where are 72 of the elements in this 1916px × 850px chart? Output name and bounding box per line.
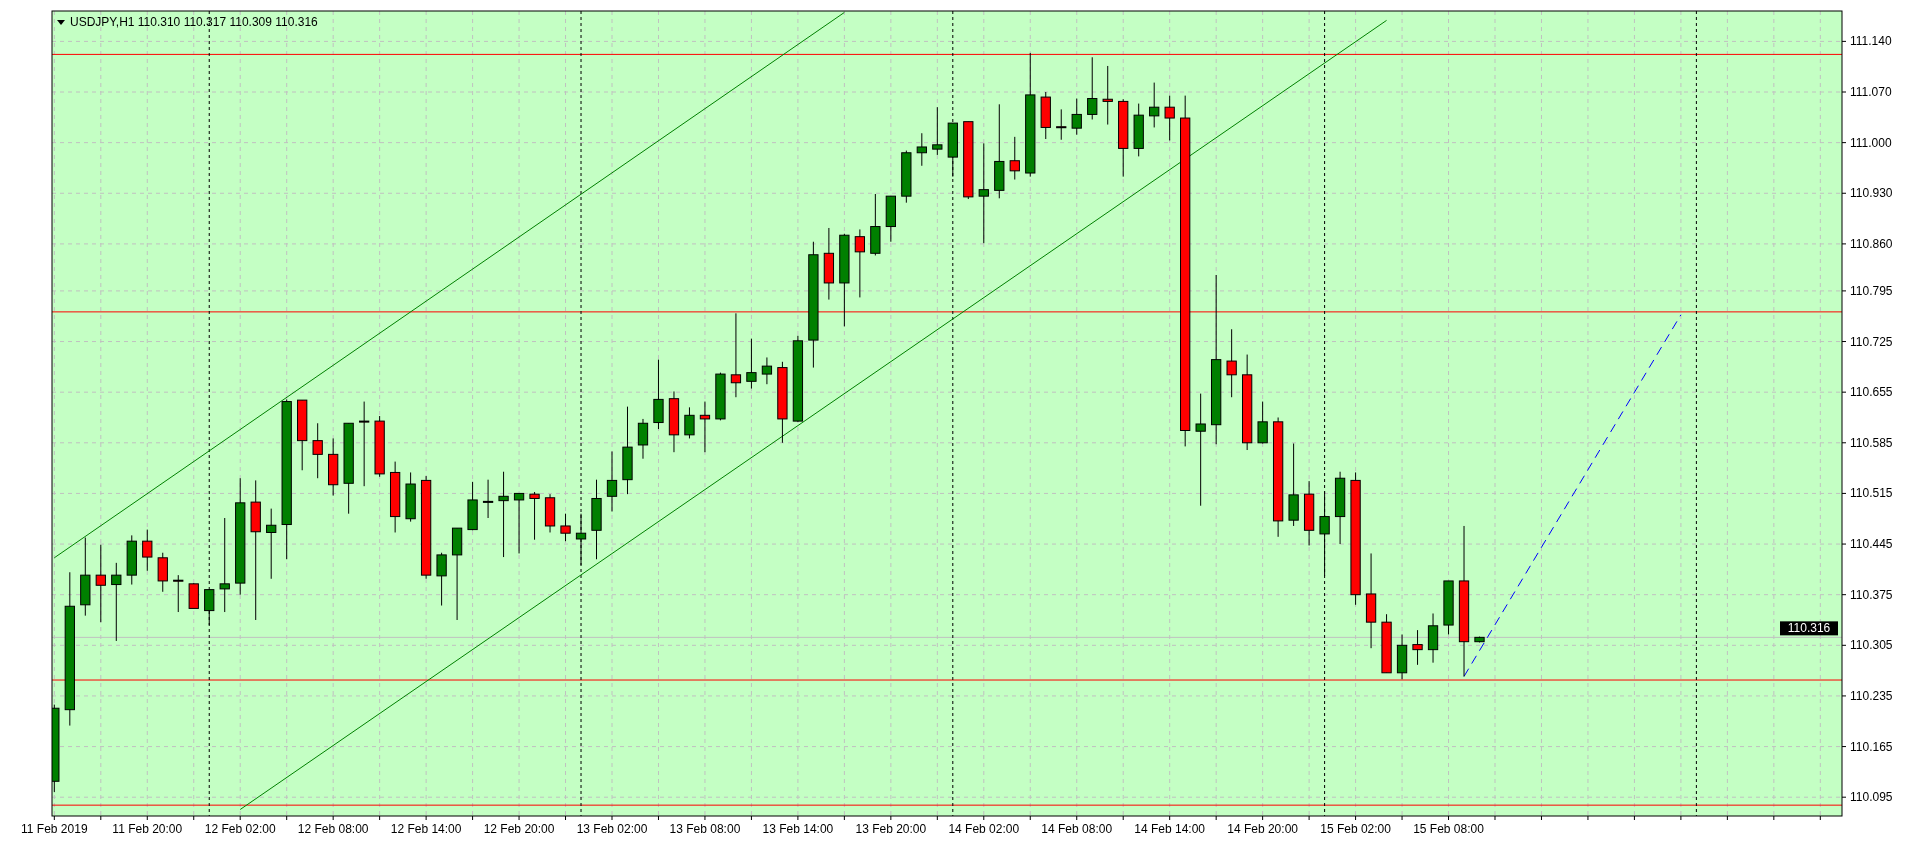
y-tick-label: 110.795 [1850, 283, 1893, 298]
candlestick [1257, 401, 1268, 445]
y-tick-label: 110.585 [1850, 435, 1893, 450]
y-tick-label: 110.860 [1850, 236, 1893, 251]
x-tick-label: 13 Feb 08:00 [669, 822, 741, 836]
x-tick-label: 12 Feb 08:00 [297, 822, 369, 836]
candlestick [746, 338, 757, 390]
y-tick-label: 110.235 [1850, 688, 1893, 703]
candlestick [637, 418, 649, 460]
candlestick [111, 562, 122, 642]
candlestick [1412, 629, 1423, 666]
ref-line-label: 110.316 [1787, 621, 1831, 636]
candlestick [1102, 65, 1113, 126]
x-tick-label: 11 Feb 20:00 [112, 822, 183, 836]
candlestick [653, 359, 664, 430]
x-tick-label: 12 Feb 02:00 [204, 822, 276, 836]
candlestick [854, 228, 866, 298]
x-tick-label: 12 Feb 20:00 [483, 822, 555, 836]
x-tick-label: 12 Feb 14:00 [390, 822, 462, 836]
candlestick [529, 491, 540, 541]
y-tick-label: 110.655 [1850, 385, 1893, 400]
candlestick [699, 401, 711, 453]
candlestick [95, 544, 106, 623]
y-tick-label: 110.725 [1850, 334, 1893, 349]
candlestick [219, 517, 230, 613]
candlestick [1056, 108, 1067, 141]
x-tick-label: 14 Feb 20:00 [1227, 822, 1299, 836]
x-tick-label: 14 Feb 02:00 [948, 822, 1020, 836]
candlestick [482, 479, 494, 519]
chart-title: USDJPY,H1 110.310 110.317 110.309 110.316 [70, 15, 319, 29]
y-tick-label: 111.140 [1850, 34, 1892, 49]
candlestick [142, 529, 153, 572]
y-tick-label: 110.305 [1850, 638, 1893, 653]
candlestick [498, 471, 509, 558]
x-tick-label: 13 Feb 02:00 [576, 822, 648, 836]
candlestick [761, 356, 773, 385]
candlestick [684, 406, 695, 439]
x-tick-label: 15 Feb 02:00 [1320, 822, 1392, 836]
candlestick [1427, 612, 1439, 664]
candlestick [606, 450, 618, 512]
candlestick [266, 508, 277, 580]
y-tick-label: 111.070 [1850, 85, 1892, 100]
y-tick-label: 110.165 [1850, 739, 1893, 754]
y-tick-label: 110.095 [1850, 790, 1893, 805]
candlestick [1164, 95, 1175, 141]
y-tick-label: 111.000 [1850, 135, 1892, 150]
x-tick-label: 11 Feb 2019 [21, 822, 88, 836]
candlestick [1071, 98, 1082, 136]
candlestick [978, 142, 989, 244]
x-tick-label: 14 Feb 08:00 [1041, 822, 1113, 836]
candlestick [1195, 393, 1206, 507]
candlestick [436, 552, 447, 607]
candlestick [359, 401, 370, 487]
y-tick-label: 110.375 [1850, 587, 1893, 602]
x-tick-label: 13 Feb 20:00 [855, 822, 927, 836]
y-tick-label: 110.515 [1850, 486, 1893, 501]
candlestick [1087, 56, 1098, 120]
candlestick [513, 492, 525, 554]
candlestick [1149, 82, 1160, 128]
candlestick [1226, 328, 1237, 398]
y-tick-label: 110.445 [1850, 537, 1893, 552]
candlestick [1009, 136, 1020, 181]
x-tick-label: 13 Feb 14:00 [762, 822, 834, 836]
candlestick [312, 422, 323, 479]
candlestick [173, 574, 184, 613]
x-tick-label: 14 Feb 14:00 [1134, 822, 1206, 836]
candlestick [560, 513, 571, 542]
x-tick-label: 15 Feb 08:00 [1413, 822, 1485, 836]
candlestick [157, 552, 168, 593]
candlestick [916, 132, 927, 167]
y-tick-label: 110.930 [1850, 186, 1893, 201]
candlestick [932, 106, 943, 156]
